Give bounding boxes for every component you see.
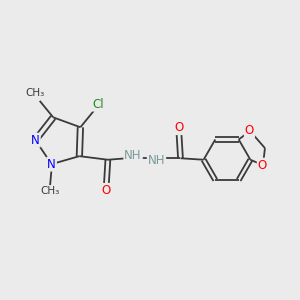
Text: NH: NH <box>124 149 142 162</box>
Text: O: O <box>102 184 111 197</box>
Text: N: N <box>47 158 56 171</box>
Text: O: O <box>258 159 267 172</box>
Text: O: O <box>245 124 254 137</box>
Text: CH₃: CH₃ <box>40 186 60 196</box>
Text: N: N <box>31 134 40 147</box>
Text: Cl: Cl <box>93 98 104 111</box>
Text: O: O <box>174 121 184 134</box>
Text: CH₃: CH₃ <box>26 88 45 98</box>
Text: NH: NH <box>148 154 165 167</box>
